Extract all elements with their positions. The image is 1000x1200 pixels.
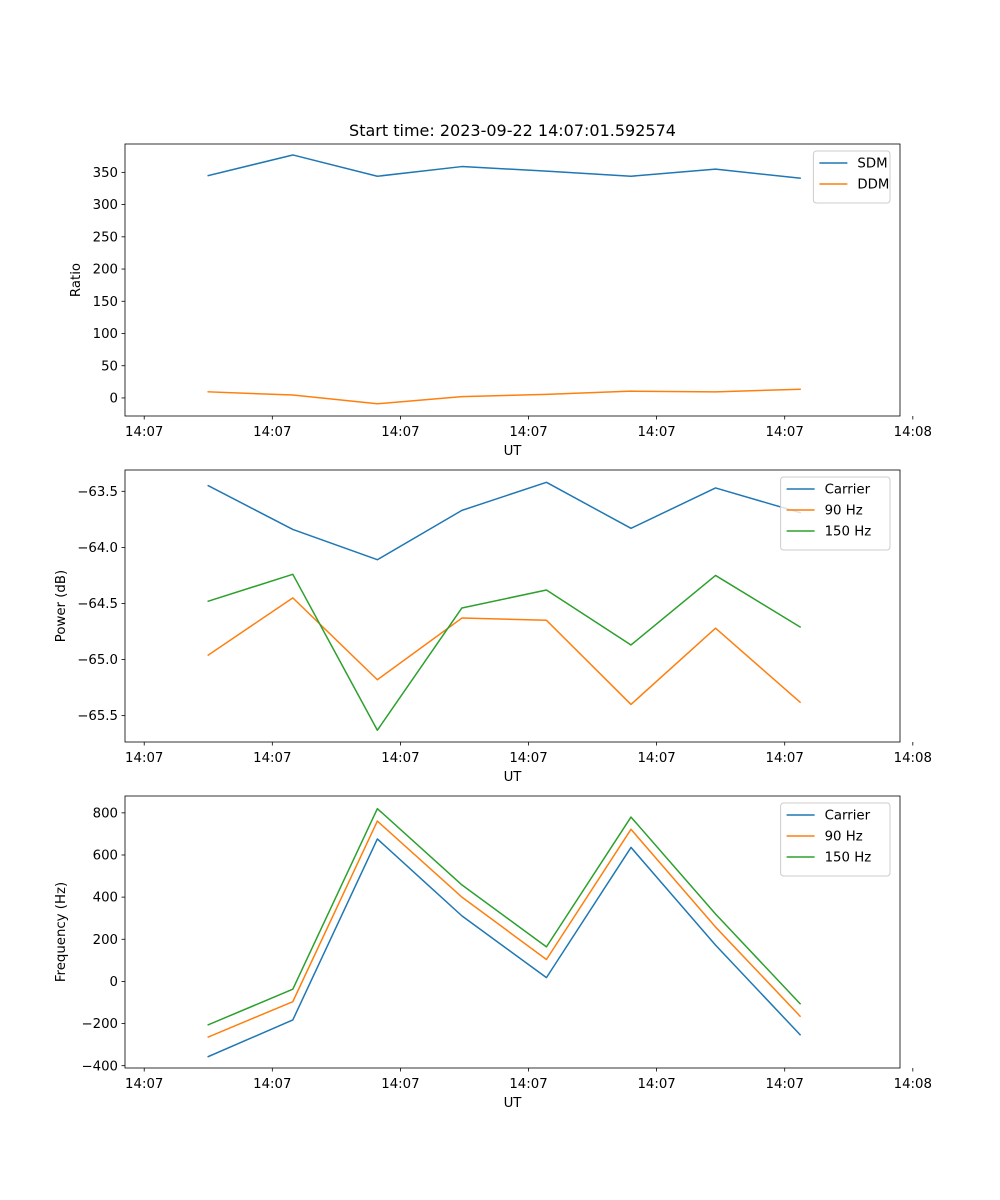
x-tick-label: 14:07 [637, 751, 675, 766]
legend-label: Carrier [825, 809, 871, 824]
series-line-90-hz [207, 820, 802, 1039]
legend: SDM DDM [812, 150, 891, 204]
axes-frame [124, 795, 901, 1069]
axes-2: 14:07 14:07 14:07 14:07 14:07 14:07 14:08 −65.5… [54, 469, 932, 785]
x-tick-label: 14:07 [637, 425, 675, 440]
y-axis-label: Frequency (Hz) [54, 882, 69, 982]
x-tick-label: 14:07 [125, 751, 163, 766]
legend-frame [812, 150, 891, 204]
legend-label: 150 Hz [825, 851, 872, 866]
y-tick-label: 800 [93, 806, 118, 821]
series-line-carrier [207, 838, 802, 1058]
x-axis-label: UT [504, 444, 523, 459]
y-tick-label: −64.5 [77, 597, 118, 612]
x-tick-label: 14:07 [637, 1077, 675, 1092]
x-axis-label: UT [504, 1096, 523, 1111]
y-tick-label: −65.5 [77, 709, 118, 724]
y-tick-label: 0 [110, 392, 118, 407]
y-tick-label: −63.5 [77, 485, 118, 500]
axes-frame [124, 469, 901, 743]
x-tick-label: 14:07 [253, 1077, 291, 1092]
x-tick-label: 14:07 [509, 751, 547, 766]
y-tick-label: −400 [81, 1059, 118, 1074]
y-tick-label: 300 [93, 198, 118, 213]
legend: Carrier 90 Hz 150 Hz [780, 802, 891, 877]
series-line-carrier [207, 481, 802, 561]
legend-label: DDM [857, 178, 889, 193]
series-line-ddm [207, 388, 801, 405]
y-tick-label: 0 [110, 975, 118, 990]
legend-label: Carrier [825, 483, 871, 498]
y-tick-label: −64.0 [77, 541, 118, 556]
x-tick-label: 14:07 [766, 1077, 804, 1092]
x-tick-label: 14:07 [381, 1077, 419, 1092]
y-axis-label: Ratio [69, 263, 84, 297]
y-tick-label: −65.0 [77, 653, 118, 668]
x-tick-label: 14:07 [381, 425, 419, 440]
y-tick-label: 400 [93, 891, 118, 906]
x-tick-label: 14:07 [381, 751, 419, 766]
axes-3: 14:07 14:07 14:07 14:07 14:07 14:07 14:08 −400 −… [54, 795, 932, 1111]
x-tick-label: 14:07 [766, 751, 804, 766]
axes-1: Start time: 2023-09-22 14:07:01.592574 14… [69, 121, 932, 459]
series-line-sdm [207, 154, 801, 179]
x-axis-label: UT [504, 770, 523, 785]
y-tick-label: 250 [93, 230, 118, 245]
y-tick-label: 50 [101, 359, 118, 374]
y-tick-label: −200 [81, 1017, 118, 1032]
x-tick-label: 14:07 [509, 425, 547, 440]
series-line-90-hz [207, 597, 802, 706]
axes-frame [124, 143, 901, 417]
y-axis-label: Power (dB) [54, 570, 69, 642]
x-tick-label: 14:07 [253, 751, 291, 766]
x-tick-label: 14:07 [125, 1077, 163, 1092]
legend-label: 150 Hz [825, 525, 872, 540]
x-tick-label: 14:08 [894, 1077, 932, 1092]
x-tick-label: 14:07 [125, 425, 163, 440]
legend-label: SDM [857, 157, 887, 172]
y-tick-label: 600 [93, 849, 118, 864]
x-tick-label: 14:07 [766, 425, 804, 440]
legend-label: 90 Hz [825, 830, 863, 845]
chart-title: Start time: 2023-09-22 14:07:01.592574 [349, 121, 676, 140]
y-tick-label: 200 [93, 933, 118, 948]
series-line-150-hz [207, 573, 802, 731]
x-tick-label: 14:08 [894, 751, 932, 766]
x-tick-label: 14:07 [509, 1077, 547, 1092]
legend-label: 90 Hz [825, 504, 863, 519]
series-line-150-hz [207, 807, 802, 1026]
x-tick-label: 14:07 [253, 425, 291, 440]
y-tick-label: 200 [93, 263, 118, 278]
y-tick-label: 150 [93, 295, 118, 310]
x-tick-label: 14:08 [894, 425, 932, 440]
legend: Carrier 90 Hz 150 Hz [780, 476, 891, 551]
y-tick-label: 350 [93, 166, 118, 181]
y-tick-label: 100 [93, 327, 118, 342]
